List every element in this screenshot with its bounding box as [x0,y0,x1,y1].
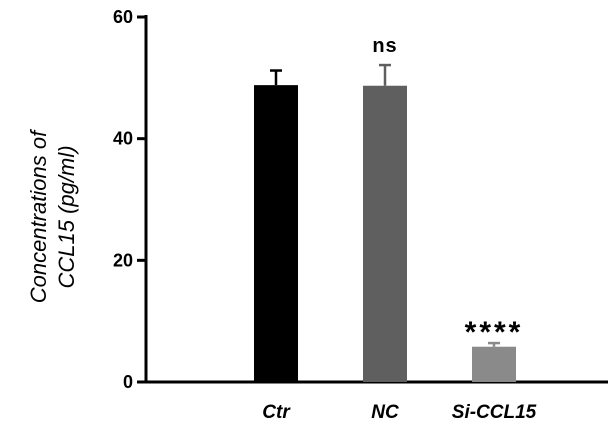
bar-nc [363,85,407,382]
x-tick-label: Si-CCL15 [452,402,537,423]
significance-label: ns [372,35,397,57]
significance-annotations: ns **** [372,35,524,349]
y-tick-label: 60 [113,7,133,27]
y-tick-label: 0 [123,372,133,392]
y-tick-label: 40 [113,129,133,149]
y-ticks: 0 20 40 60 [113,7,146,392]
bar-ctr [254,85,298,382]
y-axis-label-line-1: Concentrations of [26,128,51,303]
y-tick-label: 20 [113,250,133,270]
x-tick-label: Ctr [262,402,291,423]
x-tick-labels: Ctr NC Si-CCL15 [262,402,536,423]
bar-si-ccl15 [472,346,516,382]
significance-label: **** [465,316,524,349]
y-axis-label: Concentrations of CCL15 (pg/ml) [26,128,79,303]
y-axis-label-line-2: CCL15 (pg/ml) [54,145,79,288]
x-tick-label: NC [371,402,399,423]
bars [254,63,516,382]
